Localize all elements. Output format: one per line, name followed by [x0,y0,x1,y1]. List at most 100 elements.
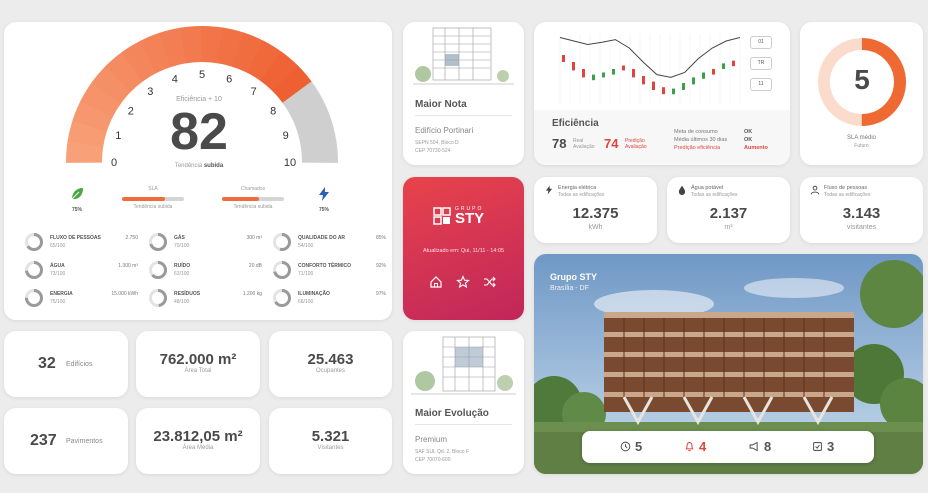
shuffle-icon [484,276,496,288]
home-button[interactable] [429,275,443,294]
metric-name: GÁS [174,235,185,241]
kpi-electric-energy[interactable]: Energia elétrica Todas as edificações 12… [534,177,657,243]
best-score-card[interactable]: Maior Nota Edifício Portinari SEPN 504, … [403,22,524,165]
stat-value: 5.321 [311,428,350,445]
ring-fill [25,289,43,307]
kpi-unit: m³ [724,224,733,231]
period-button[interactable]: 11 [750,78,772,91]
sla-card: 5 SLA médio Futuro [800,22,923,165]
building-card[interactable]: Grupo STY Brasília - DF 5 4 8 3 [534,254,923,474]
best-evolution-address-2: CEP 70070-600 [415,457,451,463]
candle [632,69,635,78]
calls-indicator-trend: Tendência subida [233,204,273,210]
candle [582,69,585,78]
metric-energy: ENERGIA 75/100 15.000 kWh [24,288,142,312]
stat-average-area[interactable]: 23.812,05 m² Área Média [136,408,260,474]
gauge-tick-label: 0 [111,157,117,169]
period-button[interactable]: TR [750,57,772,70]
favorite-button[interactable] [456,275,470,294]
efficiency-prediction-sub: Avaliação [625,144,647,150]
metric-ring [25,233,43,251]
kpi-sub: Todas as edificações [558,192,605,198]
efficiency-gauge-card: 0 1 2 3 4 5 6 7 8 9 10 Eficiência + 10 82 Tendênci… [4,22,392,320]
gauge-tick-label: 9 [283,130,289,142]
metric-ring [149,233,167,251]
candle [642,76,645,85]
stat-occupants[interactable]: 25.463 Ocupantes [269,331,392,397]
metric-score: 63/100 [174,271,190,277]
gauge-tick-label: 7 [251,86,257,98]
building-city: Brasília - DF [550,285,589,292]
metric-ring [25,289,43,307]
candle [612,69,615,75]
efficiency-row: Média últimos 30 dias OK [674,136,768,144]
gauge-tick-label: 4 [172,73,178,85]
calls-indicator: Chamados Tendência subida [220,186,286,210]
metric-name: FLUXO DE PESSOAS [50,235,101,241]
gauge-trend-value: subida [203,163,224,169]
sla-indicator: SLA Tendência subida [120,186,186,210]
metric-noise: RUÍDO 63/100 20 dB [148,260,266,284]
sla-indicator-trend: Tendência subida [133,204,173,210]
gauge-tick-label: 2 [128,105,134,117]
row-label: Média últimos 30 dias [674,137,728,143]
metric-name: QUALIDADE DO AR [298,235,346,241]
counter-pending[interactable]: 5 [620,439,642,454]
stat-value: 237 [30,432,57,449]
clock-icon [620,441,631,452]
stat-floors[interactable]: 237 Pavimentos [4,408,128,474]
counter-announcements[interactable]: 8 [748,439,771,454]
trend-line [559,37,741,78]
metric-value: 85% [375,235,386,241]
stat-value: 23.812,05 m² [153,428,243,445]
kpi-people-flow[interactable]: Fluxo de pessoas Todas as edificações 3.… [800,177,923,243]
ring-fill [149,289,167,307]
metric-thermal-comfort: CONFORTO TÉRMICO 71/100 92% [272,260,390,284]
efficiency-real-sub: Avaliação [573,144,595,150]
lightning-icon [545,185,553,195]
candle [572,62,575,71]
leaf-pct: 75% [71,207,82,213]
candle [692,77,695,85]
gauge-tick-label: 3 [147,86,153,98]
metric-value: 92% [375,263,386,269]
stat-visitors[interactable]: 5.321 Visitantes [269,408,392,474]
building-counters-bar: 5 4 8 3 [582,431,874,463]
stat-label: Pavimentos [66,438,103,445]
kpi-value: 12.375 [572,205,619,222]
kpi-drinking-water[interactable]: Água potável Todas as edificações 2.137 … [667,177,790,243]
metric-score: 54/100 [298,243,314,249]
candle [732,60,735,67]
candle [712,69,715,75]
sla-indicator-bar [122,197,184,201]
ring-fill [149,233,167,251]
gauge-segment [296,119,337,147]
brand-name: STY [455,210,485,227]
stat-label: Visitantes [317,445,344,451]
kpi-sub: Todas as edificações [691,192,738,198]
candle [562,55,565,62]
metric-ring [273,289,291,307]
sla-indicator-fill [122,197,166,201]
sla-value: 5 [854,64,870,95]
metric-value: 97% [375,291,386,297]
metric-name: ÁGUA [50,263,65,269]
stat-buildings[interactable]: 32 Edifícios [4,331,128,397]
period-button[interactable]: 01 [750,36,772,49]
stat-total-area[interactable]: 762.000 m² Área Total [136,331,260,397]
metric-ring [25,261,43,279]
gauge-trend-label: Tendência [174,163,203,169]
counter-alerts[interactable]: 4 [684,439,706,454]
checklist-icon [813,442,822,451]
efficiency-rows: Meta de consumo OK Média últimos 30 dias O… [674,128,768,152]
row-status: OK [744,137,753,143]
metric-value: 1.300 m³ [118,263,138,269]
efficiency-title: Eficiência [552,118,599,129]
calls-indicator-bar [222,197,284,201]
kpi-title: Energia elétrica [558,185,597,191]
counter-tasks[interactable]: 3 [812,439,834,454]
shuffle-button[interactable] [483,275,497,294]
star-icon [456,275,470,289]
best-evolution-card[interactable]: Maior Evolução Premium SAF SUL Qd. 2, Bl… [403,331,524,474]
megaphone-icon [749,441,758,452]
